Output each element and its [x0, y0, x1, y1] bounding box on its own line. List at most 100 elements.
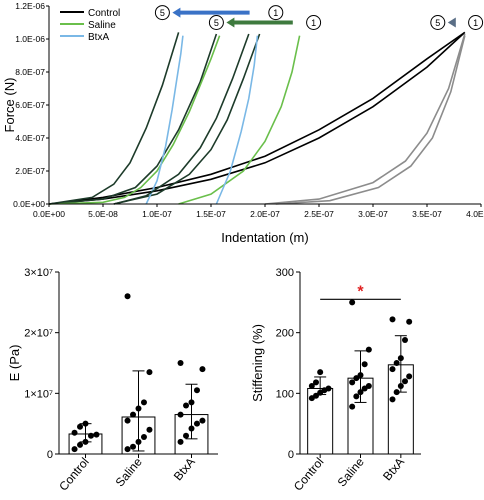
legend-label-btxa: BtxA — [88, 32, 109, 43]
s-y-tick-label: 200 — [276, 328, 294, 340]
s-data-point — [393, 389, 400, 396]
series-line-saline — [48, 33, 218, 205]
e-y-axis-label: E (Pa) — [7, 345, 22, 382]
e-x-tick-label: BtxA — [171, 455, 198, 483]
s-data-point — [312, 392, 319, 399]
e-data-point — [140, 399, 147, 406]
e-data-point — [183, 402, 190, 409]
s-x-tick-label: BtxA — [380, 455, 407, 483]
s-data-point — [397, 383, 404, 390]
top-x-tick-label: 3.0E-07 — [358, 209, 388, 219]
top-y-tick-label: 8.0E-07 — [15, 67, 45, 77]
e-data-point — [177, 438, 184, 445]
e-x-tick-label: Saline — [113, 455, 145, 490]
annotation-label: 5 — [435, 18, 440, 28]
e-plot-area: 0 1×10⁷ 2×10⁷ 3×10⁷ Control Saline BtxA — [24, 267, 209, 494]
s-data-point — [361, 361, 368, 368]
s-data-point — [353, 375, 360, 382]
s-data-point — [365, 346, 372, 353]
legend-label-saline: Saline — [88, 20, 116, 31]
e-data-point — [140, 434, 147, 441]
s-y-tick-label: 0 — [288, 449, 294, 461]
series-line-saline — [113, 33, 261, 205]
e-data-point — [146, 426, 153, 433]
top-x-tick-label: 4.0E-07 — [466, 209, 484, 219]
series-line-btxa — [48, 32, 180, 205]
annotation-circle — [154, 5, 170, 21]
s-y-tick-label: 300 — [276, 267, 294, 279]
e-data-point — [82, 438, 89, 445]
e-data-point — [77, 423, 84, 430]
e-data-point — [177, 360, 184, 366]
top-x-tick-label: 5.0E-08 — [88, 209, 118, 219]
e-data-point — [183, 432, 190, 439]
e-y-tick-label: 2×10⁷ — [24, 328, 53, 340]
s-significance-star: * — [357, 283, 364, 300]
e-data-point — [146, 369, 153, 376]
s-y-tick-label: 100 — [276, 388, 294, 400]
e-data-point — [135, 405, 142, 412]
series-line-saline — [48, 35, 221, 205]
e-data-point — [193, 387, 200, 394]
force-indentation-chart: 0.0E+00 5.0E-08 1.0E-07 1.5E-07 2.0E-07 2.5E-… — [2, 1, 484, 245]
s-plot-area: 0 100 200 300 Control Saline BtxA * — [276, 267, 414, 494]
e-data-point — [177, 411, 184, 418]
e-data-point — [199, 417, 206, 424]
s-data-point — [312, 379, 319, 386]
series-line-unlabelled — [275, 35, 466, 205]
e-data-point — [77, 441, 84, 448]
e-data-point — [130, 443, 137, 450]
s-data-point — [406, 318, 413, 325]
annotation-arrowhead — [447, 17, 456, 28]
annotation-circle — [208, 15, 224, 30]
s-x-tick-label: Saline — [335, 455, 367, 490]
top-x-tick-label: 2.0E-07 — [250, 209, 280, 219]
series-line-control — [48, 31, 466, 205]
s-x-tick-label: Control — [291, 455, 327, 494]
s-data-point — [389, 366, 396, 373]
e-y-tick-label: 1×10⁷ — [24, 388, 53, 400]
e-data-point — [188, 425, 195, 432]
annotation-circle — [430, 15, 446, 30]
e-data-point — [124, 446, 131, 453]
annotation-arrowhead — [172, 7, 181, 18]
top-annotations: 5 1 5 1 5 1 — [154, 5, 484, 30]
annotation-label: 5 — [214, 18, 219, 28]
series-line-btxa — [113, 33, 250, 205]
top-x-tick-label: 1.5E-07 — [196, 209, 226, 219]
s-data-point — [357, 372, 364, 379]
series-line-control — [48, 31, 466, 205]
top-y-tick-label: 4.0E-07 — [15, 133, 45, 143]
top-x-tick-label: 0.0E+00 — [33, 209, 65, 219]
annotation-label: 1 — [473, 18, 478, 28]
top-y-tick-label: 1.2E-06 — [15, 1, 45, 11]
e-x-tick-label: Control — [56, 455, 92, 494]
top-x-tick-label: 1.0E-07 — [142, 209, 172, 219]
e-data-point — [130, 411, 137, 418]
top-y-tick-label: 0.0E+00 — [13, 199, 45, 209]
e-data-point — [93, 431, 100, 438]
s-data-point — [365, 383, 372, 390]
e-data-point — [87, 432, 94, 439]
s-data-point — [353, 393, 360, 400]
annotation-arrowhead — [226, 17, 235, 28]
modulus-bar-chart: 0 1×10⁷ 2×10⁷ 3×10⁷ Control Saline BtxA E (Pa) — [7, 267, 218, 494]
e-data-point — [71, 429, 78, 436]
e-data-point — [193, 420, 200, 427]
series-line-saline — [178, 35, 301, 205]
annotation-circle — [268, 5, 284, 21]
top-y-axis-label: Force (N) — [2, 78, 17, 133]
series-line-btxa — [145, 35, 184, 205]
annotation-label: 5 — [160, 8, 165, 18]
s-data-point — [393, 360, 400, 366]
top-y-ticks: 0.0E+00 2.0E-07 4.0E-07 6.0E-07 8.0E-07 1.0E-… — [13, 1, 49, 209]
e-data-point — [199, 366, 206, 373]
e-data-point — [135, 438, 142, 445]
annotation-label: 1 — [311, 18, 316, 28]
top-y-tick-label: 1.0E-06 — [15, 34, 45, 44]
top-x-axis-label: Indentation (m) — [221, 230, 308, 245]
top-x-tick-label: 2.5E-07 — [304, 209, 334, 219]
s-data-point — [402, 378, 409, 385]
s-data-point — [349, 403, 356, 410]
